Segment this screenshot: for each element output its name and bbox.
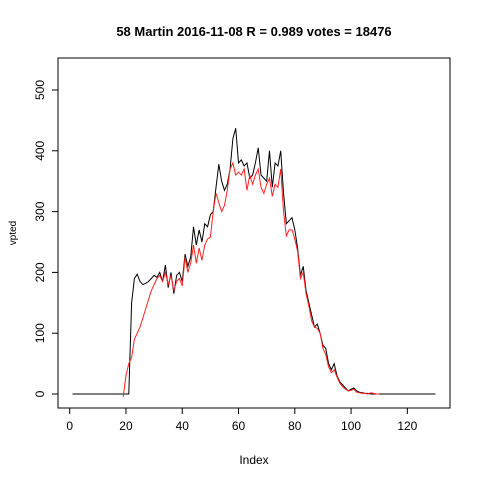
y-tick-label: 300: [33, 201, 47, 221]
x-tick-label: 80: [288, 419, 302, 433]
y-tick-label: 500: [33, 80, 47, 100]
y-tick-label: 400: [33, 140, 47, 160]
x-tick-label: 40: [176, 419, 190, 433]
y-axis-label: vpted: [8, 221, 19, 245]
x-tick-label: 100: [341, 419, 361, 433]
x-axis-label: Index: [239, 453, 268, 467]
x-tick-label: 60: [232, 419, 246, 433]
x-tick-label: 20: [119, 419, 133, 433]
series-line: [122, 161, 380, 398]
y-tick-label: 200: [33, 262, 47, 282]
y-tick-label: 0: [33, 390, 47, 397]
plot-frame: [57, 57, 451, 409]
y-tick-label: 100: [33, 323, 47, 343]
chart-title: 58 Martin 2016-11-08 R = 0.989 votes = 1…: [116, 24, 391, 39]
x-tick-label: 0: [66, 419, 73, 433]
x-tick-label: 120: [397, 419, 417, 433]
